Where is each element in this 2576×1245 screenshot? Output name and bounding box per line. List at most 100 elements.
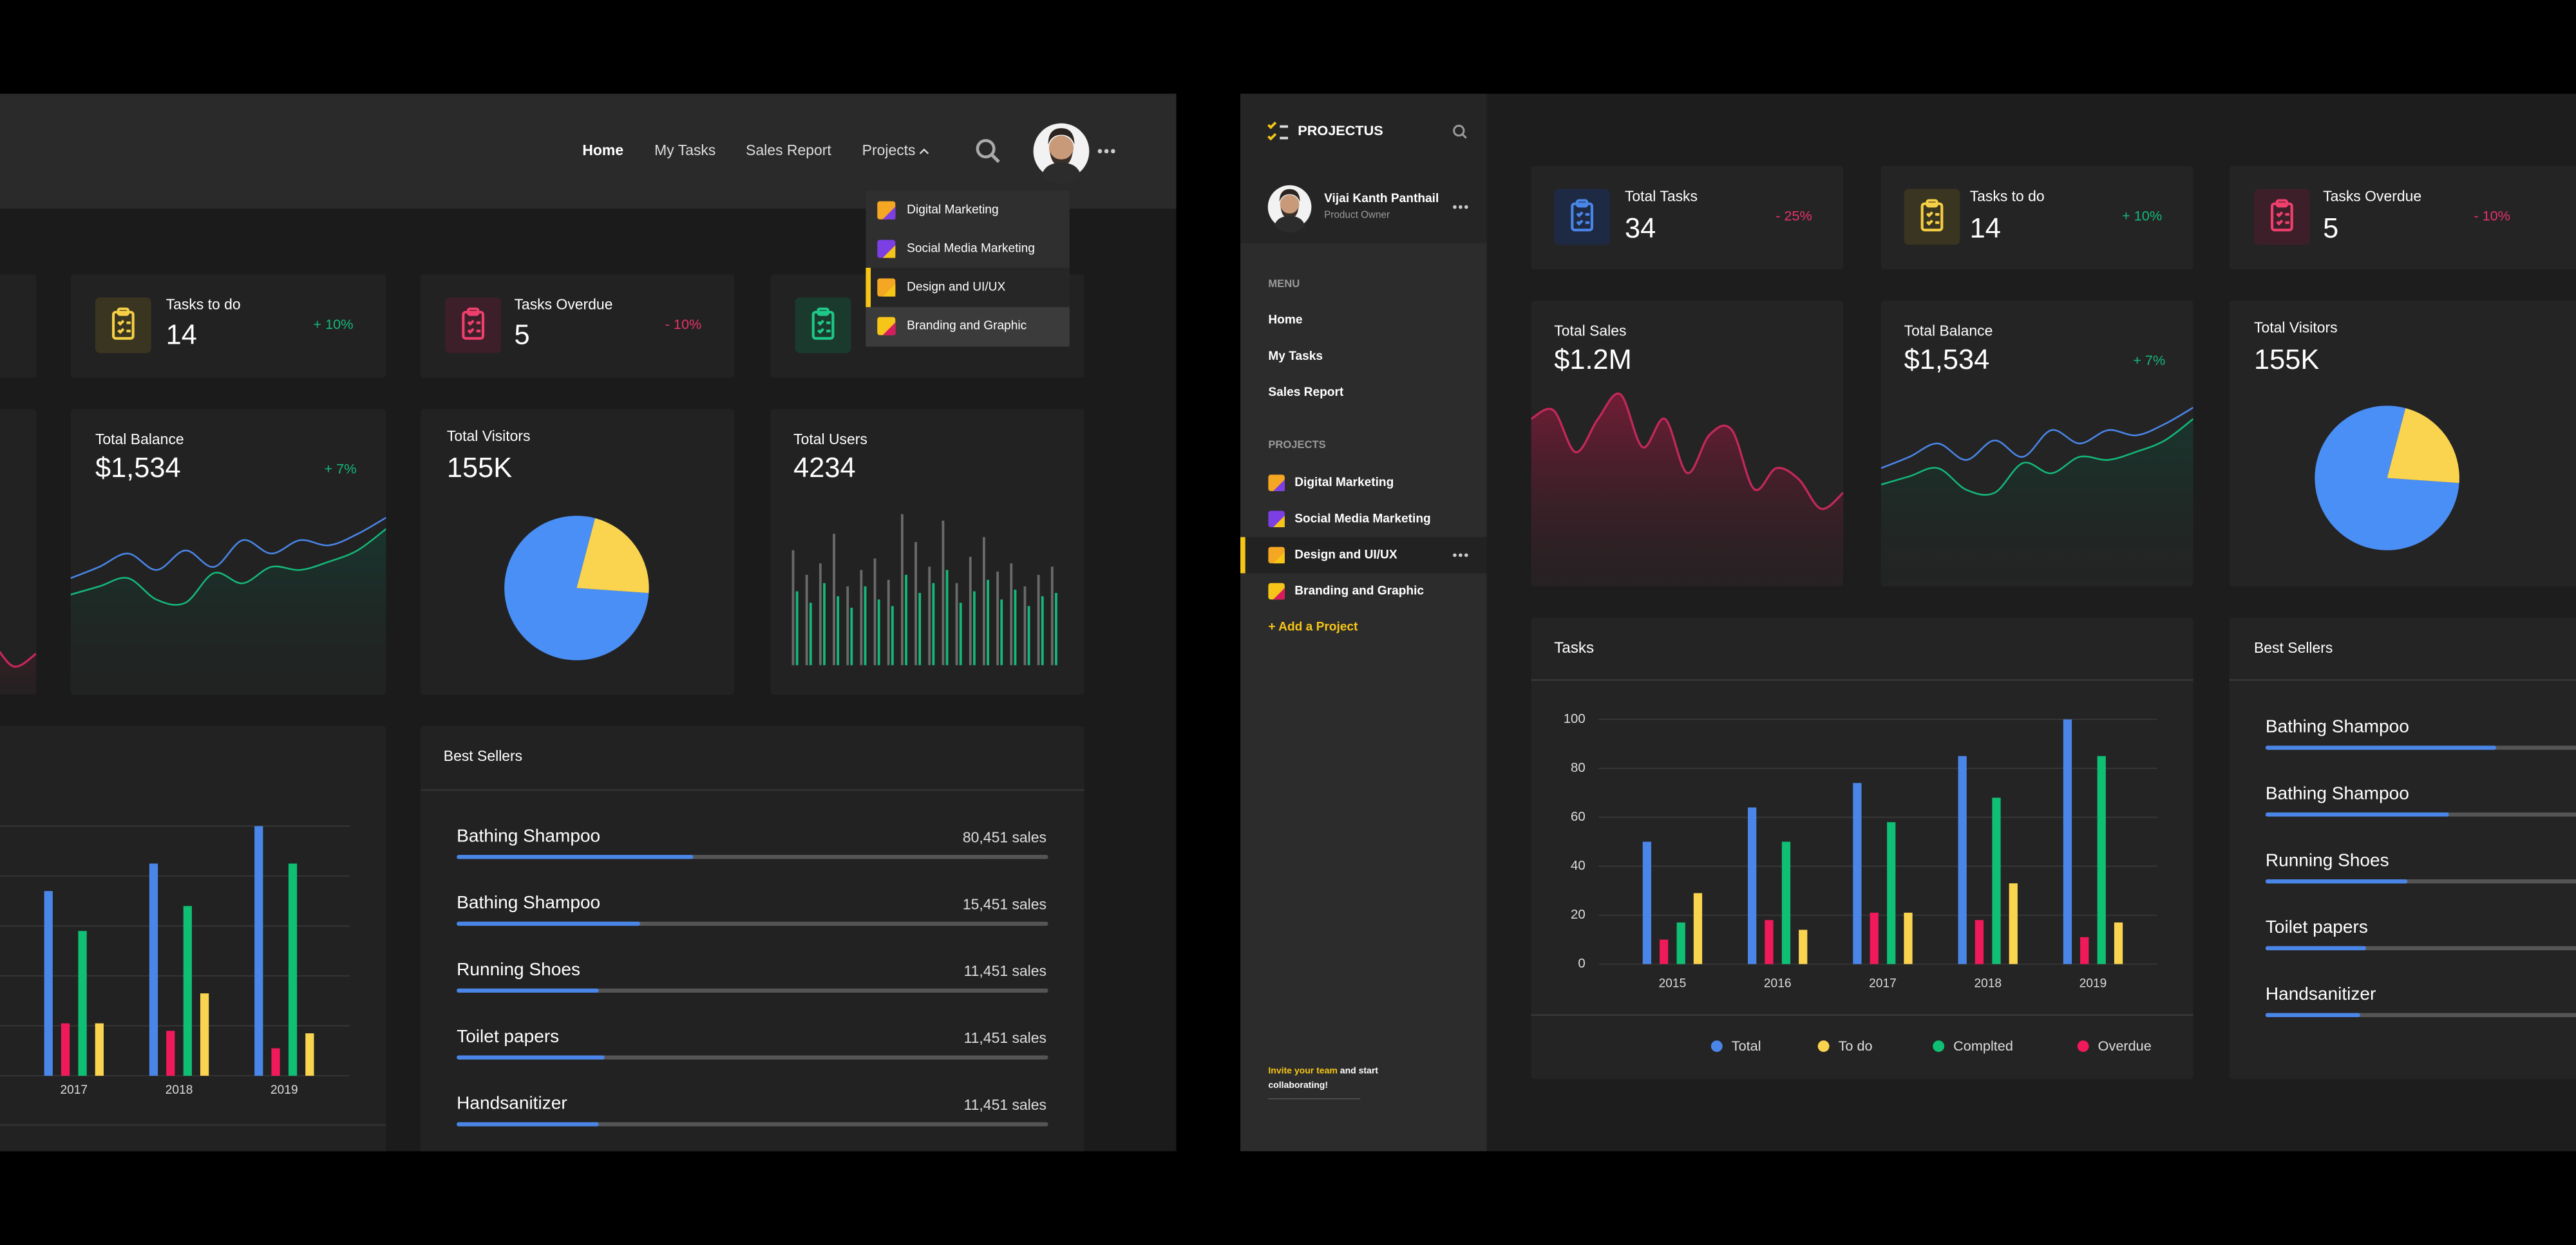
x-tick-label: 2016 [1764,977,1792,990]
sales-chart [1531,392,1844,586]
seller-name: Handsanitizer [2266,984,2376,1004]
more-icon[interactable] [1453,553,1468,557]
users-bar [819,563,822,666]
users-bar [837,596,840,666]
dropdown-active [866,267,1070,308]
active-indicator [1240,537,1245,574]
users-bar [1037,575,1040,666]
bar [1958,756,1967,964]
seller-name: Bathing Shampoo [457,825,600,845]
logo [1267,121,1288,141]
progress-track [457,1055,1048,1060]
card [2229,617,2576,1080]
right-panel: PROJECTUS Vijai Kanth Panthail Product O… [1240,93,2576,1152]
nav-link[interactable]: Projects [862,142,916,158]
users-bar [969,556,972,666]
project-item[interactable]: Design and UI/UX [1294,548,1397,561]
nav-link[interactable]: Sales Report [746,142,831,158]
users-bar [942,520,945,666]
card-title: Total Tasks [1625,187,1698,204]
balance-line [70,516,386,579]
project-item[interactable]: Digital Marketing [1294,476,1394,489]
search-icon[interactable] [1453,124,1467,139]
progress-bar [457,1122,599,1127]
bar [271,1048,280,1076]
card-value: 14 [1970,213,2001,244]
progress-bar [2265,745,2497,750]
card-title: Total Balance [1904,323,1993,339]
dropdown-hover [866,307,1070,347]
card-value: $1,534 [95,453,181,483]
x-tick-label: 2017 [61,1083,88,1097]
nav-link[interactable]: Home [582,142,623,158]
nav-link[interactable]: My Tasks [654,142,715,158]
left-marks: Bathing Shampoo 80,451 sales Bathing Shamp… [0,514,1057,1127]
seller-sales: 11,451 sales [964,962,1046,979]
bar [166,1031,175,1076]
bar [1748,807,1757,964]
project-item[interactable]: Social Media Marketing [1294,512,1431,525]
bar [200,993,209,1076]
users-bar [805,575,808,666]
bar [149,863,158,1076]
sales-area [0,652,37,695]
card [0,274,37,378]
menu-item[interactable]: Home [1268,314,1302,327]
chart-title: Tasks [1554,639,1594,657]
card-change: - 10% [665,316,702,332]
seller-sales: 11,451 sales [964,1029,1046,1046]
x-tick-label: 2019 [270,1083,298,1097]
bar [61,1023,70,1076]
balance-chart [1880,407,2193,586]
users-bar [1050,566,1054,666]
menu-item[interactable]: My Tasks [1268,350,1323,363]
user-name: Vijai Kanth Panthail [1324,192,1439,205]
x-tick-label: 2019 [2079,977,2107,990]
y-tick-label: 60 [1571,810,1586,824]
bar [1992,798,2001,964]
more-icon[interactable] [1453,205,1468,209]
dropdown-item[interactable]: Design and UI/UX [907,281,1005,294]
bar [183,906,192,1076]
card-change: + 10% [2122,208,2162,224]
sales-line [1531,392,1844,510]
seller-name: Bathing Shampoo [2266,716,2409,736]
balance-area [1880,418,2193,586]
invite: Invite your team and start [1268,1065,1378,1075]
dropdown-item[interactable]: Branding and Graphic [907,319,1027,333]
progress-bar [457,1055,605,1060]
y-tick-label: 0 [1578,957,1585,971]
more-icon[interactable] [1097,149,1115,154]
sales-area [1531,393,1844,586]
bar [1870,912,1879,964]
dropdown-item[interactable]: Digital Marketing [907,203,998,217]
seller-name: Running Shoes [457,959,580,979]
legend-label: To do [1839,1038,1873,1054]
users-bar [864,586,867,666]
card [0,409,37,695]
bar [95,1023,104,1076]
card-title: Tasks to do [166,296,241,313]
bar [254,826,263,1076]
dropdown-item[interactable]: Social Media Marketing [907,242,1035,256]
add-project[interactable]: + Add a Project [1268,621,1358,634]
bar [1676,922,1685,964]
balance-area [70,529,386,695]
users-bar [928,566,931,666]
bar [305,1033,314,1076]
users-bar [900,514,904,666]
right-marks: Digital Marketing Social Media Marketing D… [1268,392,2576,1054]
progress-bar [2265,879,2408,884]
x-tick-label: 2018 [166,1083,193,1097]
invite-link[interactable]: Invite your team [1268,1065,1338,1075]
menu-item[interactable]: Sales Report [1268,386,1344,399]
caret [919,148,929,154]
legend-label: Total [1732,1038,1761,1054]
pie-slice [2387,407,2459,483]
users-bar [795,591,799,666]
search-icon[interactable] [976,138,1000,164]
project-item[interactable]: Branding and Graphic [1294,585,1424,598]
card-title: Tasks Overdue [514,296,612,313]
legend-marker [1710,1040,1723,1053]
card-change: + 10% [313,316,353,332]
